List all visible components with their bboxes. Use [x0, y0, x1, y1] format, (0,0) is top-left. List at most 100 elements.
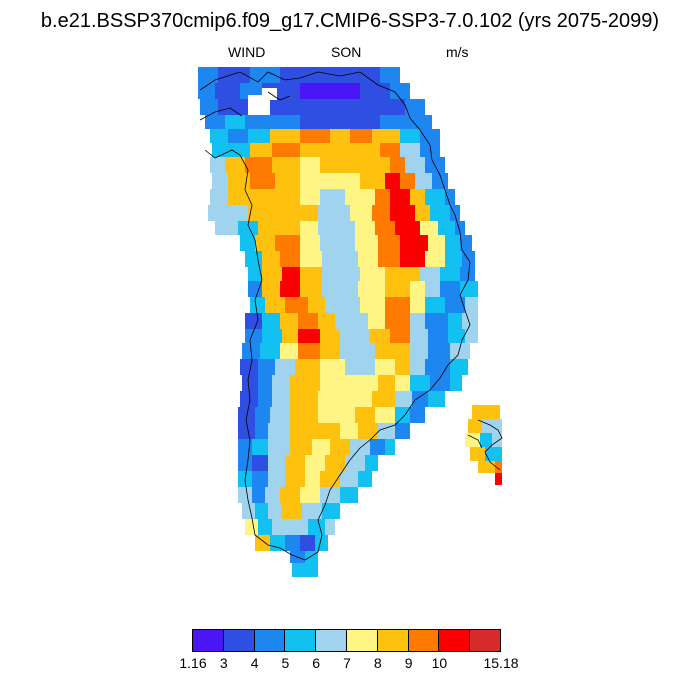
grid-cell	[410, 343, 428, 359]
wind-speed-field	[198, 67, 502, 577]
grid-cell	[410, 297, 425, 313]
grid-cell	[280, 281, 300, 297]
colorbar-swatch	[407, 629, 440, 652]
season-label: SON	[331, 44, 362, 60]
grid-cell	[390, 157, 405, 173]
grid-cell	[218, 99, 250, 115]
coastline-path	[199, 107, 243, 121]
grid-cell	[320, 157, 360, 173]
grid-cell	[318, 391, 352, 407]
grid-cell	[372, 205, 390, 221]
grid-cell	[360, 297, 385, 313]
grid-cell	[395, 343, 410, 359]
grid-cell	[282, 267, 300, 281]
colorbar-label: 4	[250, 655, 259, 671]
grid-cell	[275, 359, 295, 375]
colorbar-swatch	[222, 629, 255, 652]
grid-cell	[300, 143, 380, 157]
grid-cell	[300, 251, 322, 267]
grid-cell	[352, 391, 372, 407]
grid-cell	[395, 423, 410, 439]
grid-cell	[262, 329, 282, 343]
grid-cell	[322, 267, 360, 281]
grid-cell	[300, 189, 320, 205]
grid-cell	[262, 115, 300, 129]
grid-cell	[272, 391, 290, 407]
grid-cell	[372, 391, 395, 407]
grid-cell	[340, 343, 375, 359]
grid-cell	[290, 407, 318, 423]
grid-cell	[245, 313, 262, 329]
grid-cell	[245, 329, 262, 343]
grid-cell	[472, 405, 500, 419]
grid-cell	[318, 423, 340, 439]
grid-cell	[238, 221, 258, 235]
grid-cell	[430, 375, 450, 391]
grid-cell	[395, 221, 420, 235]
grid-cell	[320, 189, 345, 205]
grid-cell	[335, 313, 368, 329]
colorbar-swatch	[469, 629, 501, 652]
grid-cell	[330, 439, 350, 455]
grid-cell	[262, 313, 280, 329]
grid-cell	[318, 173, 360, 189]
grid-cell	[380, 143, 400, 157]
grid-cell	[430, 205, 450, 221]
grid-cell	[448, 313, 462, 329]
grid-cell	[248, 129, 270, 143]
grid-cell	[312, 439, 330, 455]
grid-cell	[262, 267, 282, 281]
grid-cell	[248, 281, 262, 297]
grid-cell	[212, 173, 228, 189]
grid-cell	[385, 267, 405, 281]
grid-cell	[245, 115, 262, 129]
grid-cell	[410, 375, 430, 391]
grid-cell	[425, 281, 440, 297]
grid-cell	[468, 419, 482, 433]
colorbar-swatch	[284, 629, 317, 652]
grid-cell	[395, 375, 410, 391]
colorbar-swatch	[376, 629, 409, 652]
grid-cell	[255, 407, 270, 423]
grid-cell	[410, 359, 425, 375]
coastline-path	[267, 91, 291, 101]
grid-cell	[198, 67, 218, 83]
grid-cell	[205, 115, 225, 129]
grid-cell	[410, 189, 425, 205]
grid-cell	[280, 313, 298, 329]
grid-cell	[215, 83, 240, 99]
grid-cell	[245, 519, 258, 535]
grid-cell	[298, 313, 318, 329]
colorbar-swatch	[438, 629, 471, 652]
grid-cell	[390, 83, 410, 99]
grid-cell	[272, 205, 300, 221]
grid-cell	[272, 519, 290, 535]
grid-cell	[425, 297, 445, 313]
grid-cell	[445, 235, 460, 251]
grid-cell	[440, 267, 460, 281]
grid-cell	[248, 205, 272, 221]
grid-cell	[320, 343, 340, 359]
grid-cell	[405, 157, 425, 173]
grid-cell	[298, 343, 320, 359]
grid-cell	[272, 375, 290, 391]
grid-cell	[225, 205, 248, 221]
grid-cell	[355, 221, 375, 235]
grid-cell	[378, 375, 395, 391]
grid-cell	[228, 173, 250, 189]
grid-cell	[360, 83, 390, 99]
grid-cell	[320, 487, 340, 503]
grid-cell	[465, 329, 478, 343]
grid-cell	[360, 267, 385, 281]
grid-cell	[438, 221, 455, 235]
grid-cell	[228, 189, 248, 205]
colorbar-swatch	[253, 629, 286, 652]
grid-cell	[412, 391, 428, 407]
grid-cell	[218, 67, 250, 83]
grid-cell	[375, 407, 395, 423]
grid-cell	[322, 503, 340, 519]
grid-cell	[330, 129, 350, 143]
grid-cell	[410, 115, 432, 129]
grid-cell	[385, 313, 410, 329]
grid-cell	[375, 221, 395, 235]
